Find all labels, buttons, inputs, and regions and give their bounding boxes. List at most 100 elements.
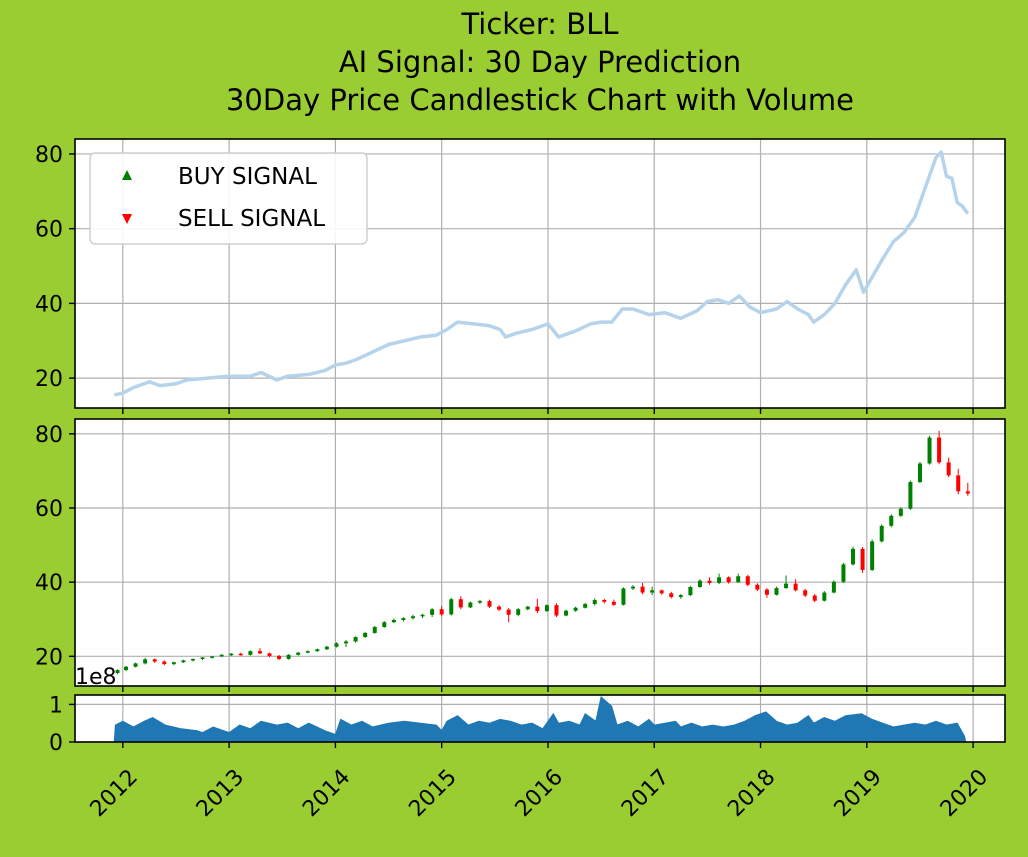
price-frame bbox=[74, 138, 1006, 409]
xtick-label: 2013 bbox=[192, 765, 249, 822]
candle-body bbox=[363, 632, 368, 638]
candle-body bbox=[803, 590, 808, 596]
candle-body bbox=[124, 666, 129, 671]
candle-body bbox=[238, 653, 243, 656]
candle-body bbox=[449, 599, 454, 615]
candle-body bbox=[841, 564, 846, 582]
candle-body bbox=[190, 658, 195, 661]
candle-ytick-label: 20 bbox=[35, 645, 63, 670]
volume-frame bbox=[74, 694, 1006, 743]
candle-body bbox=[324, 646, 329, 650]
candle-body bbox=[219, 654, 224, 657]
candle-body bbox=[736, 576, 741, 583]
candle-body bbox=[115, 670, 120, 674]
candle-body bbox=[851, 548, 856, 565]
candle-body bbox=[152, 659, 157, 662]
chart-title-line: AI Signal: 30 Day Prediction bbox=[339, 45, 741, 79]
candle-body bbox=[525, 606, 530, 610]
candle-body bbox=[717, 577, 722, 583]
candle-body bbox=[946, 462, 951, 476]
candle-body bbox=[353, 637, 358, 642]
candle-body bbox=[181, 660, 186, 663]
price-ytick-label: 40 bbox=[35, 292, 63, 317]
candle-body bbox=[277, 655, 282, 659]
candle-body bbox=[784, 583, 789, 589]
candle-body bbox=[583, 604, 588, 608]
candle-body bbox=[812, 595, 817, 601]
volume-panel bbox=[75, 695, 1005, 743]
price-line-close bbox=[113, 150, 970, 397]
candle-body bbox=[257, 651, 262, 654]
candle-body bbox=[908, 482, 913, 509]
candle-body bbox=[439, 609, 444, 615]
candle-body bbox=[621, 588, 626, 605]
candle-body bbox=[391, 619, 396, 623]
candle-body bbox=[382, 622, 387, 628]
xtick-label: 2014 bbox=[298, 765, 355, 822]
candle-body bbox=[745, 576, 750, 585]
candle-body bbox=[143, 659, 148, 664]
legend-label: BUY SIGNAL bbox=[178, 164, 317, 190]
xtick-label: 2020 bbox=[936, 765, 993, 822]
candle-body bbox=[267, 653, 272, 656]
xtick-label: 2015 bbox=[404, 765, 461, 822]
candle-body bbox=[965, 491, 970, 494]
candle-body bbox=[726, 577, 731, 583]
candle-body bbox=[688, 586, 693, 596]
candle-body bbox=[659, 590, 664, 594]
candle-body bbox=[774, 588, 779, 595]
candle-body bbox=[334, 643, 339, 647]
legend-label: SELL SIGNAL bbox=[178, 206, 325, 232]
candle-body bbox=[927, 437, 932, 464]
candle-ytick-label: 40 bbox=[35, 571, 63, 596]
volume-area bbox=[113, 695, 967, 743]
candle-body bbox=[573, 607, 578, 611]
candle-body bbox=[296, 652, 301, 655]
candle-body bbox=[917, 463, 922, 483]
volume-ytick-label: 1 bbox=[49, 693, 63, 718]
candle-body bbox=[286, 654, 291, 659]
price-ytick-label: 80 bbox=[35, 143, 63, 168]
candle-body bbox=[210, 656, 215, 658]
candle-body bbox=[640, 586, 645, 593]
chart-title-line: 30Day Price Candlestick Chart with Volum… bbox=[226, 83, 854, 117]
candle-body bbox=[544, 605, 549, 612]
candle-body bbox=[420, 614, 425, 617]
candle-ytick-label: 80 bbox=[35, 423, 63, 448]
chart-title-line: Ticker: BLL bbox=[460, 7, 618, 41]
legend-box bbox=[89, 152, 368, 245]
candle-body bbox=[631, 586, 635, 589]
candle-body bbox=[430, 609, 435, 615]
candle-frame bbox=[74, 418, 1006, 687]
candle-body bbox=[487, 601, 492, 607]
candle-body bbox=[870, 541, 875, 570]
candle-body bbox=[477, 601, 482, 603]
candle-plot-area bbox=[75, 419, 1005, 686]
candle-body bbox=[831, 581, 836, 593]
candle-body bbox=[162, 661, 167, 665]
candle-body bbox=[564, 610, 569, 616]
candle-body bbox=[956, 475, 961, 492]
candle-body bbox=[229, 653, 234, 656]
legend: BUY SIGNAL SELL SIGNAL bbox=[89, 152, 368, 245]
candle-panel bbox=[75, 419, 1005, 686]
candle-body bbox=[707, 580, 712, 583]
candle-body bbox=[879, 525, 884, 542]
candle-body bbox=[535, 606, 540, 612]
candle-body bbox=[516, 609, 521, 615]
candle-body bbox=[889, 515, 894, 526]
candle-body bbox=[860, 548, 865, 570]
candle-body bbox=[650, 590, 655, 593]
candle-ytick-label: 60 bbox=[35, 497, 63, 522]
candle-body bbox=[755, 584, 760, 590]
candle-body bbox=[305, 651, 310, 653]
candle-body bbox=[468, 602, 473, 608]
candle-body bbox=[592, 599, 597, 605]
candle-body bbox=[822, 592, 827, 601]
candle-body bbox=[200, 657, 205, 659]
candle-body bbox=[554, 605, 559, 616]
xtick-label: 2018 bbox=[723, 765, 780, 822]
candle-body bbox=[410, 616, 415, 619]
